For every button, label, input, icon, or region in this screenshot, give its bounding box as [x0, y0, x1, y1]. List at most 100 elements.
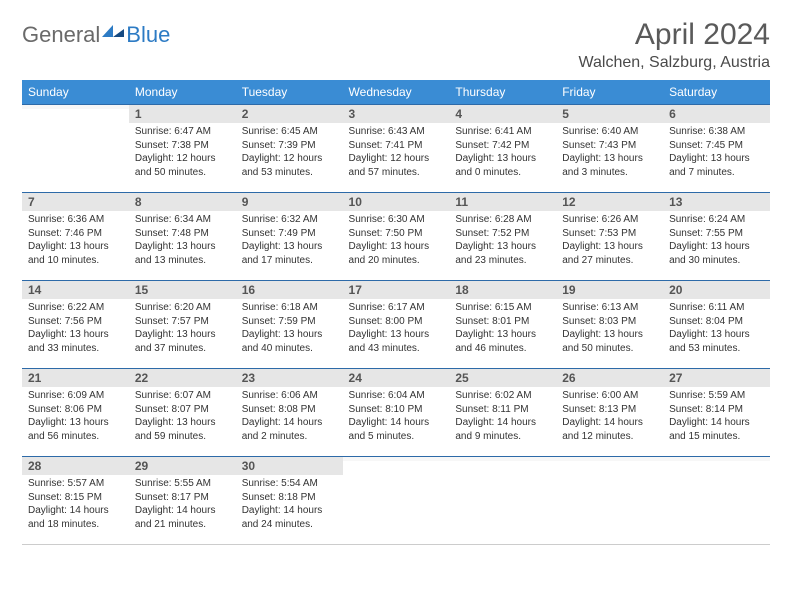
day-detail: Sunrise: 5:57 AMSunset: 8:15 PMDaylight:… [22, 475, 129, 535]
weekday-header: Friday [556, 80, 663, 105]
day-detail: Sunrise: 6:26 AMSunset: 7:53 PMDaylight:… [556, 211, 663, 271]
sunrise-text: Sunrise: 6:13 AM [562, 301, 657, 315]
calendar-cell: 16Sunrise: 6:18 AMSunset: 7:59 PMDayligh… [236, 281, 343, 369]
calendar-cell: 5Sunrise: 6:40 AMSunset: 7:43 PMDaylight… [556, 105, 663, 193]
day-detail: Sunrise: 6:15 AMSunset: 8:01 PMDaylight:… [449, 299, 556, 359]
sunrise-text: Sunrise: 6:06 AM [242, 389, 337, 403]
daylight-text: Daylight: 14 hours and 24 minutes. [242, 504, 337, 531]
day-detail: Sunrise: 6:30 AMSunset: 7:50 PMDaylight:… [343, 211, 450, 271]
day-number: 16 [236, 281, 343, 299]
day-detail: Sunrise: 6:45 AMSunset: 7:39 PMDaylight:… [236, 123, 343, 183]
daylight-text: Daylight: 13 hours and 37 minutes. [135, 328, 230, 355]
title-block: April 2024 Walchen, Salzburg, Austria [579, 18, 771, 72]
logo-text-general: General [22, 22, 100, 48]
day-number: 1 [129, 105, 236, 123]
weekday-header: Tuesday [236, 80, 343, 105]
day-number: 9 [236, 193, 343, 211]
sunrise-text: Sunrise: 6:28 AM [455, 213, 550, 227]
day-detail: Sunrise: 6:02 AMSunset: 8:11 PMDaylight:… [449, 387, 556, 447]
sunrise-text: Sunrise: 6:18 AM [242, 301, 337, 315]
day-detail: Sunrise: 6:47 AMSunset: 7:38 PMDaylight:… [129, 123, 236, 183]
day-detail: Sunrise: 6:36 AMSunset: 7:46 PMDaylight:… [22, 211, 129, 271]
sunrise-text: Sunrise: 6:41 AM [455, 125, 550, 139]
calendar-cell: 25Sunrise: 6:02 AMSunset: 8:11 PMDayligh… [449, 369, 556, 457]
day-number: 13 [663, 193, 770, 211]
calendar-head: Sunday Monday Tuesday Wednesday Thursday… [22, 80, 770, 105]
weekday-header: Monday [129, 80, 236, 105]
daylight-text: Daylight: 13 hours and 23 minutes. [455, 240, 550, 267]
calendar-table: Sunday Monday Tuesday Wednesday Thursday… [22, 80, 770, 545]
calendar-cell: 1Sunrise: 6:47 AMSunset: 7:38 PMDaylight… [129, 105, 236, 193]
calendar-cell: 24Sunrise: 6:04 AMSunset: 8:10 PMDayligh… [343, 369, 450, 457]
day-number: 8 [129, 193, 236, 211]
calendar-cell: 18Sunrise: 6:15 AMSunset: 8:01 PMDayligh… [449, 281, 556, 369]
sunset-text: Sunset: 8:18 PM [242, 491, 337, 505]
sunrise-text: Sunrise: 6:04 AM [349, 389, 444, 403]
day-number: 4 [449, 105, 556, 123]
calendar-row: 1Sunrise: 6:47 AMSunset: 7:38 PMDaylight… [22, 105, 770, 193]
daylight-text: Daylight: 14 hours and 21 minutes. [135, 504, 230, 531]
calendar-row: 28Sunrise: 5:57 AMSunset: 8:15 PMDayligh… [22, 457, 770, 545]
sunrise-text: Sunrise: 6:09 AM [28, 389, 123, 403]
sunrise-text: Sunrise: 6:20 AM [135, 301, 230, 315]
calendar-cell: 28Sunrise: 5:57 AMSunset: 8:15 PMDayligh… [22, 457, 129, 545]
daylight-text: Daylight: 12 hours and 57 minutes. [349, 152, 444, 179]
daylight-text: Daylight: 13 hours and 3 minutes. [562, 152, 657, 179]
daylight-text: Daylight: 13 hours and 59 minutes. [135, 416, 230, 443]
day-number: 14 [22, 281, 129, 299]
daylight-text: Daylight: 13 hours and 33 minutes. [28, 328, 123, 355]
day-number: 10 [343, 193, 450, 211]
sunset-text: Sunset: 8:15 PM [28, 491, 123, 505]
daylight-text: Daylight: 12 hours and 53 minutes. [242, 152, 337, 179]
calendar-row: 14Sunrise: 6:22 AMSunset: 7:56 PMDayligh… [22, 281, 770, 369]
weekday-header: Sunday [22, 80, 129, 105]
sunrise-text: Sunrise: 6:38 AM [669, 125, 764, 139]
day-detail: Sunrise: 5:54 AMSunset: 8:18 PMDaylight:… [236, 475, 343, 535]
page-title: April 2024 [579, 18, 771, 52]
day-detail: Sunrise: 6:43 AMSunset: 7:41 PMDaylight:… [343, 123, 450, 183]
sunset-text: Sunset: 7:39 PM [242, 139, 337, 153]
sunrise-text: Sunrise: 5:55 AM [135, 477, 230, 491]
day-number: 23 [236, 369, 343, 387]
daylight-text: Daylight: 13 hours and 40 minutes. [242, 328, 337, 355]
sunrise-text: Sunrise: 6:43 AM [349, 125, 444, 139]
daylight-text: Daylight: 14 hours and 18 minutes. [28, 504, 123, 531]
sunrise-text: Sunrise: 6:24 AM [669, 213, 764, 227]
sunrise-text: Sunrise: 6:45 AM [242, 125, 337, 139]
sunset-text: Sunset: 8:00 PM [349, 315, 444, 329]
sunset-text: Sunset: 8:06 PM [28, 403, 123, 417]
day-number: 24 [343, 369, 450, 387]
calendar-cell: 17Sunrise: 6:17 AMSunset: 8:00 PMDayligh… [343, 281, 450, 369]
sunset-text: Sunset: 7:42 PM [455, 139, 550, 153]
day-number: 29 [129, 457, 236, 475]
sunset-text: Sunset: 7:50 PM [349, 227, 444, 241]
sunset-text: Sunset: 8:10 PM [349, 403, 444, 417]
daylight-text: Daylight: 14 hours and 12 minutes. [562, 416, 657, 443]
day-number: 12 [556, 193, 663, 211]
day-number: 17 [343, 281, 450, 299]
day-number: 21 [22, 369, 129, 387]
calendar-row: 21Sunrise: 6:09 AMSunset: 8:06 PMDayligh… [22, 369, 770, 457]
daylight-text: Daylight: 13 hours and 10 minutes. [28, 240, 123, 267]
sunrise-text: Sunrise: 5:57 AM [28, 477, 123, 491]
calendar-cell [663, 457, 770, 545]
sunset-text: Sunset: 7:38 PM [135, 139, 230, 153]
daylight-text: Daylight: 13 hours and 7 minutes. [669, 152, 764, 179]
logo-text-blue: Blue [126, 22, 170, 48]
sunrise-text: Sunrise: 6:40 AM [562, 125, 657, 139]
sunset-text: Sunset: 7:56 PM [28, 315, 123, 329]
weekday-header: Wednesday [343, 80, 450, 105]
sunrise-text: Sunrise: 6:47 AM [135, 125, 230, 139]
logo-mark-icon [102, 25, 124, 46]
day-number: 19 [556, 281, 663, 299]
sunrise-text: Sunrise: 5:54 AM [242, 477, 337, 491]
day-detail: Sunrise: 5:55 AMSunset: 8:17 PMDaylight:… [129, 475, 236, 535]
sunset-text: Sunset: 7:43 PM [562, 139, 657, 153]
calendar-cell: 23Sunrise: 6:06 AMSunset: 8:08 PMDayligh… [236, 369, 343, 457]
daylight-text: Daylight: 13 hours and 56 minutes. [28, 416, 123, 443]
day-detail: Sunrise: 6:11 AMSunset: 8:04 PMDaylight:… [663, 299, 770, 359]
calendar-cell: 26Sunrise: 6:00 AMSunset: 8:13 PMDayligh… [556, 369, 663, 457]
daylight-text: Daylight: 13 hours and 46 minutes. [455, 328, 550, 355]
calendar-cell [556, 457, 663, 545]
sunset-text: Sunset: 7:45 PM [669, 139, 764, 153]
